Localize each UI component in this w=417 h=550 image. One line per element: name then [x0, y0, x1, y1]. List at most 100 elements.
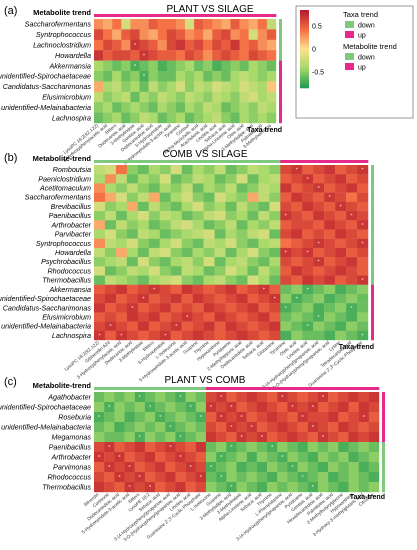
column-trend-cell: [112, 14, 122, 17]
heatmap-cell: [236, 174, 248, 184]
heatmap-cell: [291, 321, 303, 331]
heatmap-cell: [266, 91, 277, 103]
heatmap-cell: [139, 91, 149, 103]
heatmap-cell: [297, 422, 308, 433]
heatmap-cell: [297, 482, 308, 493]
colorbar-segment: [300, 45, 309, 48]
heatmap-cell: [126, 247, 139, 258]
heatmap-cell: [170, 303, 182, 313]
heatmap-cell: [203, 321, 215, 331]
heatmap-cell: [94, 29, 104, 40]
heatmap-cell: [317, 422, 329, 433]
heatmap-cell: [246, 482, 258, 493]
heatmap-cell: [225, 266, 237, 276]
panel-title: PLANT VS SILAGE: [166, 4, 253, 15]
significance-star: *: [108, 465, 111, 471]
significance-star: *: [322, 395, 325, 401]
heatmap-cell: [346, 174, 358, 184]
heatmap-cell: [114, 402, 125, 413]
heatmap-cell: [225, 321, 237, 331]
heatmap-cell: [126, 211, 139, 221]
heatmap-cell: [335, 201, 347, 212]
heatmap-cell: [269, 247, 281, 258]
heatmap-cell: [225, 312, 237, 322]
heatmap-cell: [225, 303, 237, 313]
heatmap-cell: [212, 102, 222, 113]
column-trend-cell: [324, 160, 336, 163]
heatmap-cell: [104, 452, 115, 463]
heatmap-cell: [104, 303, 117, 313]
significance-star: *: [307, 287, 310, 293]
heatmap-cell: [258, 247, 270, 258]
heatmap-cell: [248, 112, 258, 124]
heatmap-cell: [144, 402, 156, 413]
panel-2: (b) COMB VS SILAGE Metabolite-trend * * * * * * *…: [0, 149, 374, 390]
heatmap-cell: [203, 165, 215, 175]
significance-star: *: [164, 333, 167, 339]
heatmap-cell: [94, 422, 105, 433]
legend-down-label: down: [358, 23, 375, 30]
heatmap-cell: [205, 412, 217, 423]
heatmap-cell: [94, 50, 104, 61]
heatmap-cell: [236, 247, 248, 258]
heatmap-cell: [205, 422, 217, 433]
heatmap-cell: [137, 211, 149, 221]
heatmap-cell: [346, 201, 358, 212]
heatmap-cell: [226, 422, 237, 433]
heatmap-cell: [236, 422, 247, 433]
heatmap-cell: [115, 238, 128, 249]
heatmap-cell: [181, 257, 193, 267]
heatmap-cell: [216, 392, 227, 403]
significance-star: *: [361, 278, 364, 284]
heatmap-cell: [225, 174, 237, 184]
heatmap-cell: [148, 247, 160, 258]
heatmap-cell: [230, 50, 240, 61]
heatmap-cell: [291, 312, 303, 322]
colorbar-tick: -0.5: [312, 69, 324, 76]
heatmap-cell: [225, 220, 237, 230]
heatmap-cell: [148, 165, 160, 175]
heatmap-cell: [247, 284, 259, 295]
heatmap-cell: [357, 284, 369, 295]
heatmap-cell: [338, 482, 349, 493]
heatmap-cell: [239, 81, 249, 92]
heatmap-cell: [185, 81, 195, 92]
heatmap-cell: [266, 71, 277, 82]
heatmap-cell: [267, 472, 278, 483]
heatmap-cell: [307, 422, 319, 433]
heatmap-cell: [226, 412, 237, 423]
heatmap-cell: [155, 392, 166, 403]
heatmap-cell: [203, 293, 215, 304]
heatmap-cell: [357, 321, 369, 331]
heatmap-cell: [103, 71, 113, 82]
heatmap-cell: [291, 238, 303, 249]
heatmap-cell: [277, 432, 288, 443]
heatmap-cell: [115, 229, 128, 239]
heatmap-cell: [335, 220, 347, 230]
row-trend-cell: [382, 432, 385, 443]
row-label: Saccharofermentans: [25, 193, 92, 202]
heatmap-cell: [236, 275, 248, 285]
heatmap-cell: [236, 412, 247, 423]
heatmap-cell: [144, 442, 156, 453]
row-label: unidentified-Spirochaetaceae: [0, 403, 91, 412]
legend-frame: [295, 5, 414, 119]
heatmap-cell: [137, 165, 149, 175]
heatmap-cell: [157, 39, 167, 51]
significance-star: *: [149, 485, 152, 491]
significance-star: *: [230, 425, 233, 431]
heatmap-cell: [94, 312, 106, 322]
significance-star: *: [98, 333, 101, 339]
panel-title: COMB VS SILAGE: [162, 149, 247, 160]
heatmap-cell: [192, 247, 204, 258]
legend-metab-down-label: down: [358, 55, 375, 62]
heatmap-cell: [126, 330, 139, 341]
heatmap-cell: [258, 174, 270, 184]
heatmap-cell: [126, 165, 139, 175]
colorbar-tick: 0.5: [312, 24, 322, 31]
column-trend-cell: [137, 160, 150, 163]
column-trend-cell: [358, 387, 370, 390]
heatmap-cell: [121, 112, 131, 124]
column-trend-cell: [368, 387, 380, 390]
heatmap-cell: [247, 183, 259, 193]
